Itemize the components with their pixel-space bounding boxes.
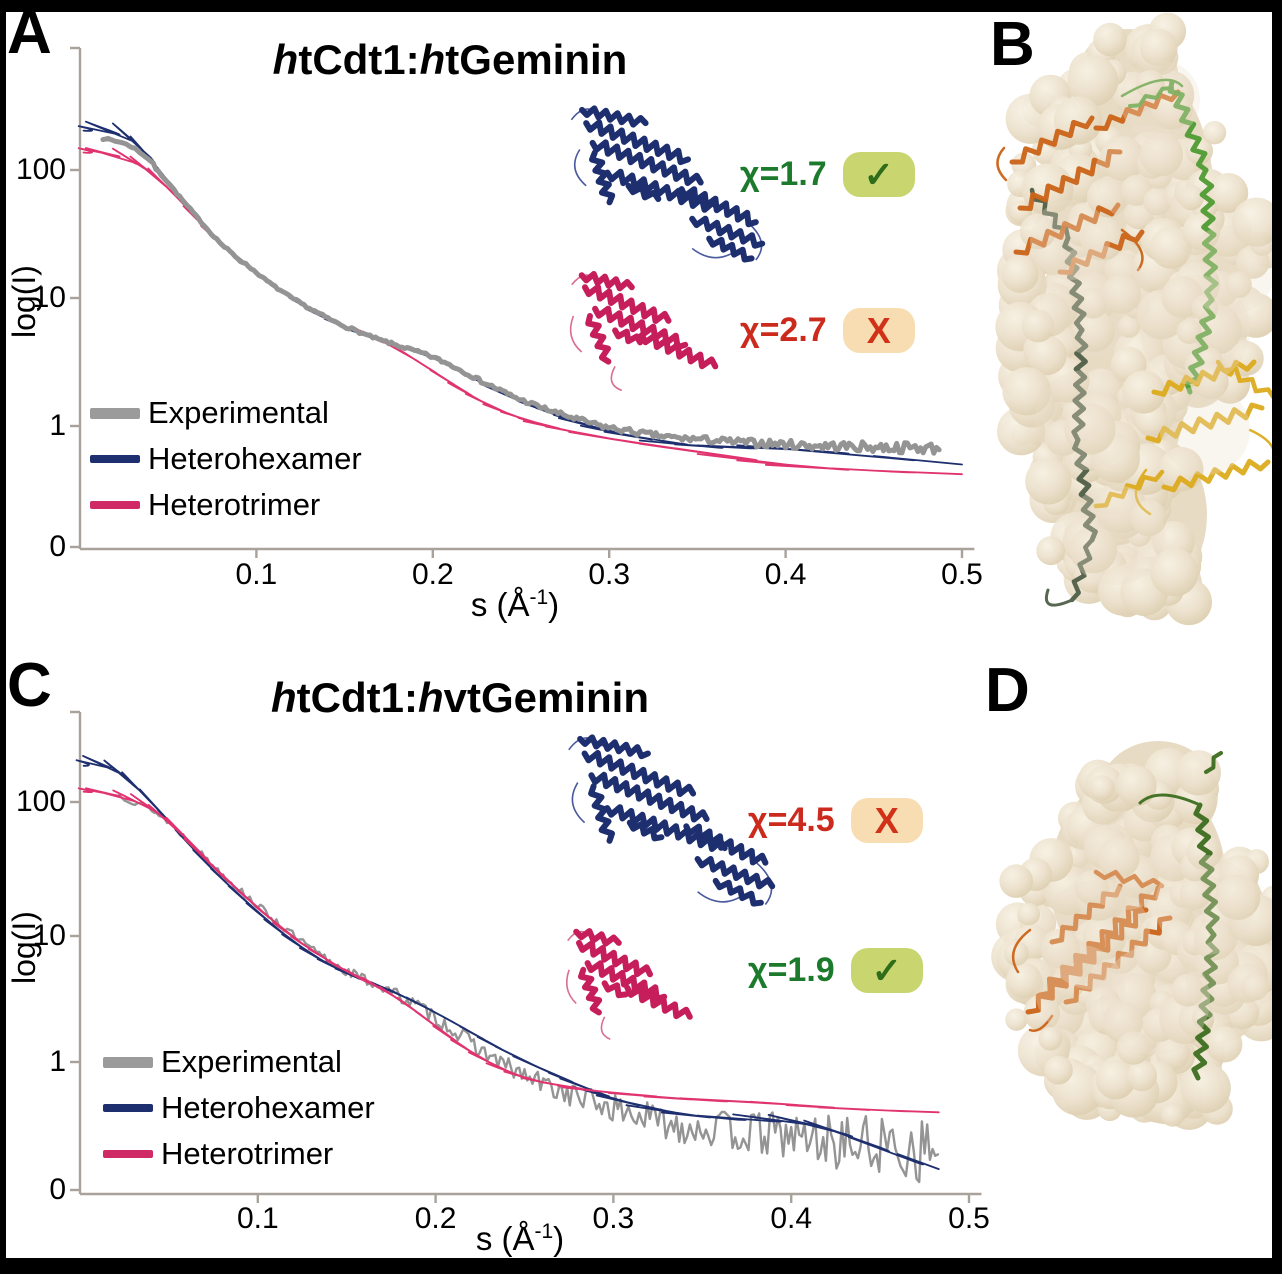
panel-d-label: D [985,656,1030,725]
legend-label: Experimental [148,395,329,430]
x-tick-label: 0.5 [948,1202,990,1235]
cdt1-top-trace-b [996,89,1181,275]
panel-a-plot [70,46,975,558]
legend-swatch [103,1056,153,1068]
x-tick-label: 0.3 [588,558,631,591]
legend-item: Experimental [90,390,362,436]
x-tick-label: 0.2 [414,1202,457,1235]
y-tick-label: 0 [49,1173,66,1206]
cdt1-mid-trace-b [1029,187,1098,607]
legend-label: Heterotrimer [148,487,321,522]
panel-a-annotation-hexamer: χ=1.7 ✓ [740,152,915,197]
legend-label: Heterohexamer [161,1090,375,1125]
geminin-green-trace-d [1138,751,1223,1081]
legend-label: Heterotrimer [161,1136,334,1171]
heterotrimer-cartoon-c [565,928,693,1040]
panel-c-xlabel: s (Å-1) [475,1220,565,1257]
panel-a-xlabel: s (Å-1) [470,586,560,623]
check-badge: ✓ [850,948,923,993]
x-tick-label: 0.5 [941,558,983,591]
y-tick-label: 10 [32,919,66,952]
chi-value: χ=2.7 [740,311,827,349]
panel-a-legend: Experimental Heterohexamer Heterotrimer [90,390,362,528]
legend-item: Heterohexamer [90,436,362,482]
legend-swatch [103,1150,153,1158]
legend-label: Heterohexamer [148,441,362,476]
legend-item: Heterotrimer [90,482,362,528]
chi-value: χ=4.5 [748,801,835,839]
panel-c-label: C [7,651,52,720]
heterohexamer-cartoon-c [568,734,776,907]
legend-label: Experimental [161,1044,342,1079]
cross-badge: X [850,798,923,843]
x-tick-label: 0.1 [236,1202,279,1235]
cdt1-orange-trace-d [1011,869,1173,1032]
protein-surface-b [995,12,1282,626]
panel-a-title: htCdt1:htGeminin [272,36,628,83]
x-tick-label: 0.1 [235,558,278,591]
panel-c-legend: Experimental Heterohexamer Heterotrimer [103,1039,375,1177]
y-tick-label: 10 [32,281,66,314]
series-heterohexamer [75,755,940,1170]
y-tick-label: 100 [15,785,66,818]
check-badge: ✓ [842,152,915,197]
protein-surface-d [991,741,1282,1130]
legend-item: Heterotrimer [103,1131,375,1177]
x-tick-label: 0.4 [764,558,807,591]
panel-b-label: B [990,10,1035,79]
panel-c-plot [70,710,982,1203]
surface-glaze-d [1035,810,1270,1055]
x-tick-label: 0.2 [411,558,454,591]
legend-swatch [90,455,140,463]
panel-c-annotation-hexamer: χ=4.5 X [748,798,923,843]
legend-item: Heterohexamer [103,1085,375,1131]
cdt1-yellow-trace-b [1093,359,1277,516]
panel-a-annotation-trimer: χ=2.7 X [740,308,915,353]
chi-value: χ=1.7 [740,155,827,193]
legend-swatch [103,1104,153,1112]
heterotrimer-cartoon-a [569,271,719,392]
cross-badge: X [842,308,915,353]
y-tick-label: 1 [49,409,66,442]
y-tick-label: 100 [15,153,66,186]
y-tick-label: 0 [49,530,66,563]
series-heterotrimer [77,787,940,1114]
panel-a-label: A [7,0,52,67]
legend-swatch [90,501,140,509]
legend-swatch [90,407,140,419]
x-tick-label: 0.3 [592,1202,635,1235]
surface-glaze-b [1030,60,1275,585]
x-tick-label: 0.4 [770,1202,813,1235]
chi-value: χ=1.9 [748,951,835,989]
y-tick-label: 1 [49,1045,66,1078]
legend-item: Experimental [103,1039,375,1085]
series-experimental [100,135,942,456]
heterohexamer-cartoon-a [570,105,766,263]
panel-c-title: htCdt1:hvtGeminin [271,674,649,721]
panel-c-annotation-trimer: χ=1.9 ✓ [748,948,923,993]
